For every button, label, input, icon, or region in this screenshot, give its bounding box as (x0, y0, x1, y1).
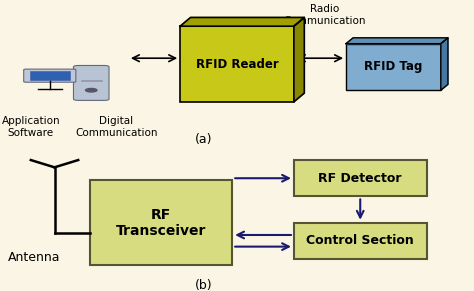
FancyBboxPatch shape (346, 44, 441, 90)
Text: Application
Software: Application Software (1, 116, 60, 138)
Text: Control Section: Control Section (306, 234, 414, 247)
Text: RF
Transceiver: RF Transceiver (116, 207, 206, 238)
FancyBboxPatch shape (73, 65, 109, 100)
Text: Digital
Communication: Digital Communication (75, 116, 157, 138)
Text: Antenna: Antenna (9, 251, 61, 264)
Circle shape (85, 88, 97, 92)
Text: RFID Reader: RFID Reader (196, 58, 278, 70)
FancyBboxPatch shape (30, 71, 70, 80)
Polygon shape (441, 38, 448, 90)
FancyBboxPatch shape (180, 26, 294, 102)
Text: (a): (a) (195, 133, 212, 146)
Polygon shape (294, 17, 304, 102)
Text: Radio
Communication: Radio Communication (283, 4, 366, 26)
FancyBboxPatch shape (294, 223, 427, 259)
FancyBboxPatch shape (24, 69, 76, 82)
FancyBboxPatch shape (294, 160, 427, 196)
Text: RF Detector: RF Detector (319, 172, 402, 185)
Polygon shape (180, 17, 304, 26)
Text: RFID Tag: RFID Tag (364, 61, 423, 73)
Polygon shape (346, 38, 448, 44)
FancyBboxPatch shape (81, 80, 102, 81)
FancyBboxPatch shape (90, 180, 232, 265)
Text: (b): (b) (195, 279, 213, 291)
